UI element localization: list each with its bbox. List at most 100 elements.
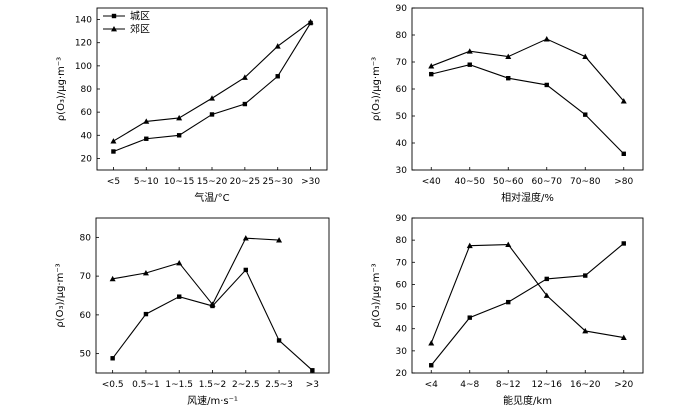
x-tick-label: 20~25 [230, 177, 260, 187]
y-tick-label: 60 [80, 311, 92, 321]
x-tick-label: 4~8 [460, 380, 479, 390]
data-point [242, 235, 249, 241]
data-point [582, 327, 589, 334]
y-tick-label: 70 [396, 258, 408, 268]
x-tick-label: >80 [614, 177, 633, 187]
panel-humidity: 30 40 50 60 70 80 90 <40 40~50 50~60 60~70 70~80 >80… [371, 4, 644, 204]
y-tick-label: 20 [396, 369, 408, 379]
series-suburban [428, 241, 627, 346]
legend-label: 城区 [130, 11, 150, 23]
series-line [112, 237, 280, 306]
y-axis-title: ρ(O₃)/μg·m⁻³ [55, 263, 66, 327]
legend-marker [111, 26, 117, 32]
x-tick-label: >30 [301, 177, 320, 187]
plot-frame [411, 217, 644, 374]
data-point [429, 363, 434, 368]
y-tick-label: 140 [75, 16, 92, 26]
data-point [177, 294, 182, 299]
panel-visibility: 20 30 40 50 60 70 80 90 <4 4~8 8~12 12~16 16~20 >20 能见… [371, 214, 644, 407]
x-tick-label: 60~70 [532, 177, 563, 187]
x-tick-label: 40~50 [455, 177, 486, 187]
y-axis-title: ρ(O₃)/μg·m⁻³ [371, 57, 382, 121]
data-point [544, 82, 549, 88]
data-point [176, 114, 183, 121]
series-line [113, 22, 312, 152]
data-point [621, 241, 626, 246]
y-tick-label: 40 [396, 139, 408, 149]
y-tick-label: 50 [396, 303, 408, 313]
data-point [428, 63, 435, 69]
data-point [110, 356, 115, 361]
y-tick-label: 90 [396, 214, 408, 224]
x-tick-label: 2~2.5 [232, 380, 260, 390]
panel-temperature: 20 40 60 80 100 120 140 <5 5~10 10~15 15~20 20~25 25… [56, 7, 328, 204]
y-tick-label: 90 [396, 4, 408, 14]
y-tick-label: 80 [396, 31, 408, 41]
data-point [310, 368, 315, 373]
data-point [109, 275, 116, 282]
data-point [620, 98, 627, 104]
x-tick-label: 15~20 [197, 177, 228, 187]
y-tick-label: 30 [396, 166, 408, 176]
x-tick-label: 1~1.5 [165, 380, 193, 390]
data-point [506, 299, 511, 305]
data-point [143, 118, 150, 124]
series-line [430, 244, 624, 344]
data-point [274, 43, 281, 49]
x-axis-title: 风速/m·s⁻¹ [187, 395, 238, 407]
data-point [110, 138, 117, 144]
data-point [428, 340, 435, 346]
data-point [543, 292, 550, 298]
x-axis-title: 气温/°C [194, 191, 229, 204]
data-point [209, 95, 215, 101]
y-tick-label: 70 [80, 272, 92, 282]
series-urban [429, 62, 626, 156]
plot-frame [95, 217, 330, 374]
data-point [307, 18, 314, 25]
data-point [467, 315, 472, 320]
x-axis-title: 能见度/km [503, 394, 552, 407]
data-point [209, 112, 215, 117]
y-tick-label: 100 [75, 62, 92, 72]
y-tick-label: 50 [80, 350, 92, 360]
series-line [431, 64, 625, 155]
x-axis-title: 相对湿度/% [501, 191, 554, 204]
y-axis-title: ρ(O₃)/μg·m⁻³ [56, 57, 67, 121]
y-tick-label: 40 [396, 325, 408, 335]
series-urban [111, 20, 313, 154]
data-point [467, 62, 472, 67]
data-point [466, 48, 473, 54]
data-point [544, 276, 549, 282]
y-tick-label: 20 [81, 154, 93, 164]
series-urban [110, 267, 315, 373]
x-tick-label: <4 [425, 380, 439, 390]
x-tick-label: 5~10 [134, 177, 159, 187]
x-tick-label: >20 [614, 380, 633, 390]
x-tick-label: 12~16 [532, 380, 563, 390]
data-point [582, 53, 589, 59]
x-tick-label: <5 [107, 177, 120, 187]
data-point [505, 53, 512, 59]
series-line [431, 38, 625, 102]
panel-wind: 50 60 70 80 <0.5 0.5~1 1~1.5 1.5~2 2~2.5 2.5~3 >3 风… [55, 217, 330, 407]
x-tick-label: 8~12 [496, 380, 521, 390]
data-point [583, 112, 588, 117]
data-point [275, 74, 280, 79]
data-point [505, 241, 512, 247]
y-tick-label: 50 [396, 112, 408, 122]
series-line [112, 268, 313, 371]
x-tick-label: 50~60 [493, 177, 524, 187]
data-point [276, 237, 283, 243]
x-tick-label: 16~20 [570, 380, 601, 390]
data-point [466, 242, 473, 249]
y-tick-label: 80 [80, 233, 92, 243]
data-point [111, 149, 116, 154]
data-point [620, 334, 627, 340]
legend-label: 郊区 [130, 23, 150, 36]
y-tick-label: 60 [81, 108, 93, 118]
y-tick-label: 120 [75, 39, 92, 49]
series-line [430, 243, 625, 366]
y-tick-label: 60 [396, 280, 408, 290]
data-point [243, 267, 248, 273]
